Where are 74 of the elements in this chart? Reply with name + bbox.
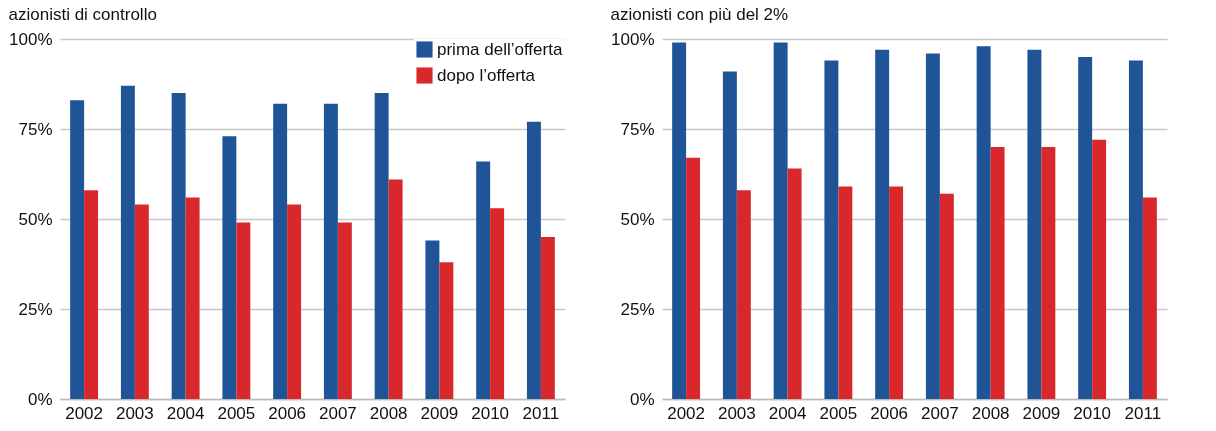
x-tick-label: 2002 xyxy=(667,403,706,423)
bar xyxy=(925,53,940,399)
legend-label: prima dell’offerta xyxy=(437,39,563,59)
x-tick-label: 2008 xyxy=(369,403,408,423)
x-tick-label: 2004 xyxy=(166,403,205,423)
bar xyxy=(889,186,904,399)
x-tick-label: 2005 xyxy=(217,403,256,423)
y-tick-label: 0% xyxy=(27,389,53,409)
bar xyxy=(526,121,541,399)
y-tick-label: 25% xyxy=(620,299,655,319)
x-tick-label: 2002 xyxy=(65,403,104,423)
bar xyxy=(1078,57,1093,399)
bar xyxy=(672,42,687,399)
bar xyxy=(736,190,751,399)
bar xyxy=(374,93,389,399)
x-tick-label: 2003 xyxy=(717,403,756,423)
y-tick-label: 50% xyxy=(620,209,655,229)
x-tick-label: 2010 xyxy=(471,403,510,423)
bar xyxy=(1142,197,1157,399)
y-tick-label: 100% xyxy=(611,29,655,49)
bar xyxy=(875,49,890,399)
x-tick-label: 2011 xyxy=(1124,403,1162,423)
bar xyxy=(388,179,403,399)
bar xyxy=(273,103,288,399)
bar xyxy=(686,157,701,399)
x-tick-label: 2008 xyxy=(971,403,1010,423)
bar xyxy=(1041,147,1056,399)
bar xyxy=(824,60,839,399)
x-tick-label: 2006 xyxy=(870,403,909,423)
legend-label: dopo l’offerta xyxy=(437,65,536,85)
bar xyxy=(439,262,454,399)
bar xyxy=(134,204,149,399)
bar xyxy=(990,147,1005,399)
y-tick-label: 25% xyxy=(18,299,53,319)
bar xyxy=(171,93,186,399)
bar xyxy=(120,85,135,399)
x-tick-label: 2003 xyxy=(115,403,154,423)
y-tick-label: 75% xyxy=(18,119,53,139)
chart-title: azionisti con più del 2% xyxy=(610,5,789,24)
bar xyxy=(84,190,99,399)
bar xyxy=(185,197,200,399)
x-tick-label: 2004 xyxy=(768,403,807,423)
bar xyxy=(476,161,491,399)
y-tick-label: 0% xyxy=(629,389,655,409)
bar xyxy=(773,42,788,399)
x-tick-label: 2010 xyxy=(1073,403,1112,423)
bar xyxy=(939,193,954,399)
x-tick-label: 2009 xyxy=(420,403,459,423)
bar xyxy=(425,240,440,399)
bar xyxy=(323,103,338,399)
x-tick-label: 2011 xyxy=(522,403,560,423)
bar xyxy=(838,186,853,399)
bar xyxy=(1027,49,1042,399)
bar xyxy=(976,46,991,399)
x-tick-label: 2005 xyxy=(819,403,858,423)
x-tick-label: 2006 xyxy=(268,403,307,423)
y-tick-label: 50% xyxy=(18,209,53,229)
chart-title: azionisti di controllo xyxy=(8,5,157,24)
bar xyxy=(722,71,737,399)
x-tick-label: 2007 xyxy=(318,403,357,423)
x-tick-label: 2009 xyxy=(1022,403,1061,423)
bar xyxy=(1128,60,1143,399)
y-tick-label: 100% xyxy=(9,29,53,49)
y-tick-label: 75% xyxy=(620,119,655,139)
bar xyxy=(490,208,505,399)
bar xyxy=(337,222,352,399)
bar xyxy=(1092,139,1107,399)
bar xyxy=(787,168,802,399)
bar xyxy=(70,100,85,399)
bar xyxy=(540,237,555,399)
bar xyxy=(287,204,302,399)
bar xyxy=(236,222,251,399)
x-tick-label: 2007 xyxy=(920,403,959,423)
bar xyxy=(222,136,237,399)
